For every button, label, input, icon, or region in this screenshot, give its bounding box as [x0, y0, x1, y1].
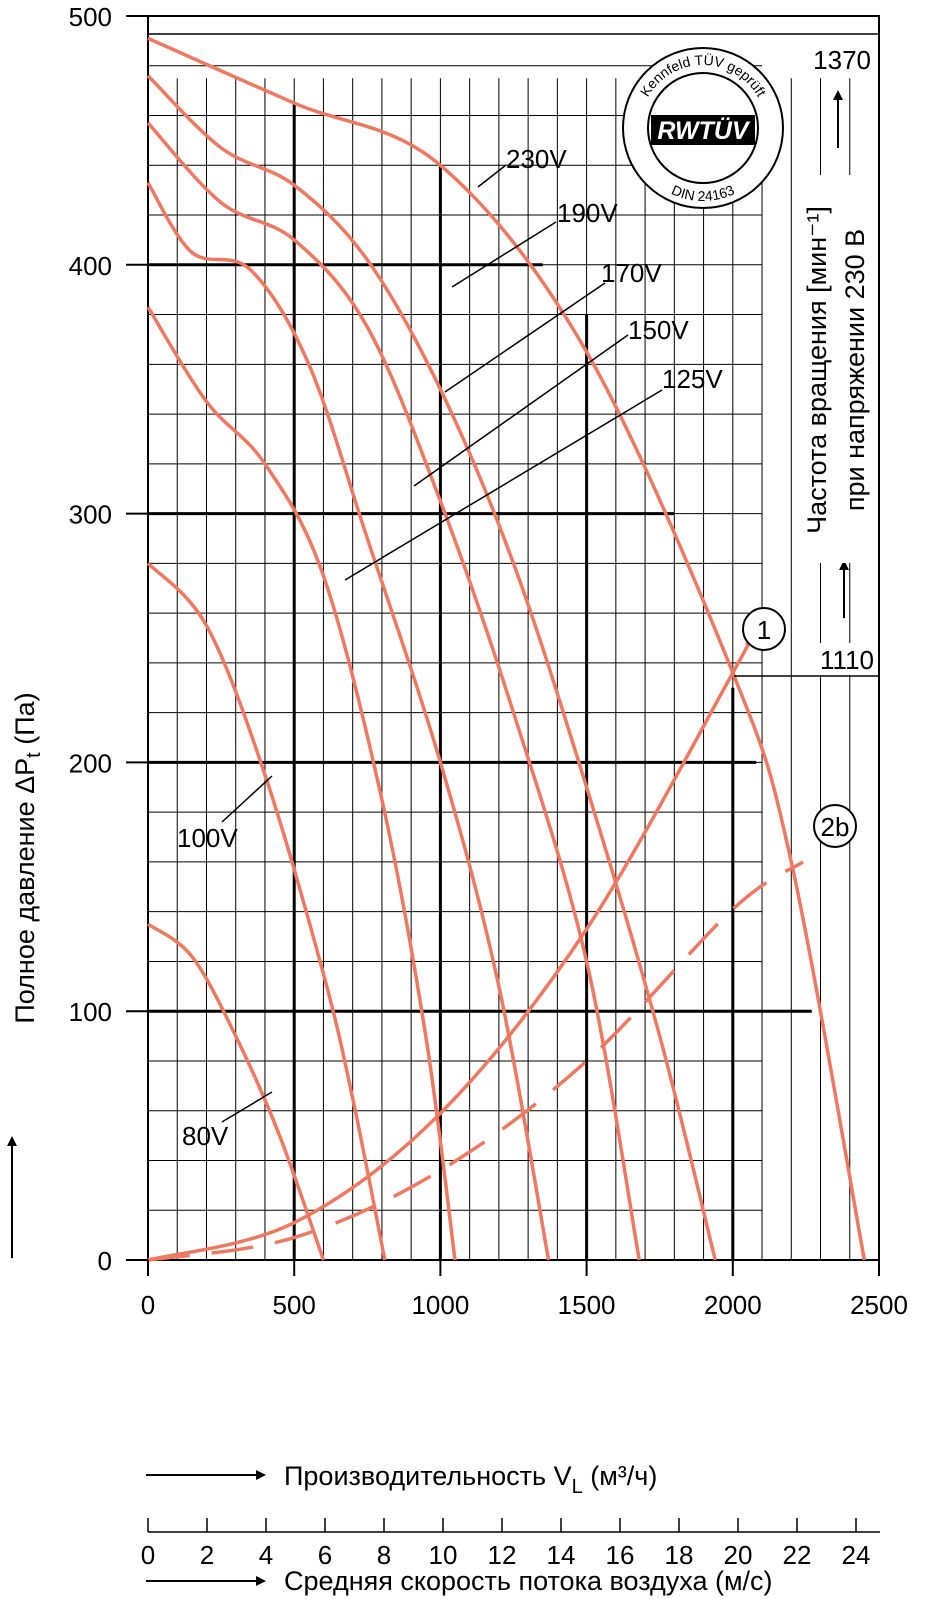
- stamp-center-text: RWTÜV: [657, 116, 751, 145]
- curve-125V: [146, 306, 457, 1261]
- label-100V: 100V: [177, 823, 238, 853]
- stamp-center-box: [651, 115, 755, 145]
- leader-190V: [451, 221, 557, 288]
- x-axis-title: Производительность VL (м³/ч): [146, 1461, 657, 1498]
- label-125V: 125V: [662, 364, 723, 394]
- x-tick-label: 0: [141, 1290, 155, 1320]
- y-tick-label: 300: [69, 500, 112, 530]
- velocity-tick-label: 16: [606, 1540, 635, 1570]
- label-190V: 190V: [557, 198, 618, 228]
- system-curve-1-label: 1: [757, 615, 771, 645]
- leader-125V: [344, 389, 663, 581]
- curves-layer: [146, 36, 867, 1262]
- leader-150V: [413, 334, 629, 487]
- leader-230V: [477, 164, 507, 188]
- rpm-axis-title-line1: Частота вращения [мин⁻¹]: [802, 206, 832, 534]
- rpm-axis-title-line2: при напряжении 230 В: [840, 229, 870, 511]
- major-grid: [148, 103, 812, 1260]
- curve-150V: [146, 181, 551, 1261]
- label-80V: 80V: [182, 1121, 229, 1151]
- velocity-ticks: 0 2 4 6 8 10 12 14 16 18 20 22 24: [141, 1518, 871, 1570]
- x-tick-label: 2500: [850, 1290, 908, 1320]
- leader-170V: [444, 282, 606, 393]
- velocity-tick-label: 2: [200, 1540, 214, 1570]
- rpm-1110-backdrop: [808, 643, 876, 675]
- system-curve-2b-marker: [813, 804, 857, 848]
- velocity-tick-label: 8: [377, 1540, 391, 1570]
- curve-100V: [146, 562, 387, 1261]
- x-tick-label: 2000: [704, 1290, 762, 1320]
- x-ticks: 0 500 1000 1500 2000 2500: [141, 1260, 908, 1320]
- leader-100V: [221, 775, 273, 823]
- y-tick-label: 0: [98, 1246, 112, 1276]
- velocity-tick-label: 12: [488, 1540, 517, 1570]
- y-tick-label: 400: [69, 251, 112, 281]
- rpm-value-1110: 1110: [820, 645, 874, 675]
- velocity-tick-label: 6: [318, 1540, 332, 1570]
- velocity-tick-label: 14: [547, 1540, 576, 1570]
- leader-80V: [221, 1091, 273, 1123]
- velocity-axis: 0 2 4 6 8 10 12 14 16 18 20 22 24 Средняя скорость п…: [141, 1518, 880, 1596]
- velocity-tick-label: 4: [259, 1540, 273, 1570]
- velocity-axis-label: Средняя скорость потока воздуха (м/с): [284, 1566, 773, 1596]
- system-curve-2b-label: 2b: [821, 812, 850, 842]
- velocity-tick-label: 18: [665, 1540, 694, 1570]
- tuv-stamp: Kennfeld TÜV geprüft DIN 24163 RWTÜV: [622, 47, 784, 209]
- stamp-bottom-text: DIN 24163: [669, 182, 736, 205]
- velocity-tick-label: 10: [429, 1540, 458, 1570]
- curve-2b: [147, 860, 804, 1262]
- rpm-value-1370: 1370: [813, 45, 871, 75]
- velocity-tick-label: 22: [783, 1540, 812, 1570]
- curve-230V: [147, 36, 867, 1261]
- label-170V: 170V: [601, 258, 662, 288]
- y-tick-label: 100: [69, 997, 112, 1027]
- x-tick-label: 500: [273, 1290, 316, 1320]
- curve-80V: [146, 922, 326, 1261]
- y-tick-label: 500: [69, 2, 112, 32]
- y-axis-title: Полное давление ΔPt (Па): [6, 692, 45, 1258]
- y-tick-label: 200: [69, 748, 112, 778]
- rpm-title-backdrop: [794, 175, 876, 563]
- curve-170V: [146, 121, 641, 1261]
- curve-190V: [146, 74, 717, 1261]
- velocity-tick-label: 24: [842, 1540, 871, 1570]
- x-axis-label: Производительность VL (м³/ч): [284, 1461, 657, 1498]
- rpm-axis: 1370 1110 Частота вращения [мин⁻¹] при н…: [148, 33, 878, 677]
- x-tick-label: 1000: [411, 1290, 469, 1320]
- velocity-tick-label: 0: [141, 1540, 155, 1570]
- system-curve-1-marker: [742, 607, 786, 651]
- label-150V: 150V: [628, 315, 689, 345]
- y-axis-label: Полное давление ΔPt (Па): [10, 692, 45, 1023]
- label-230V: 230V: [506, 144, 567, 174]
- rpm-1370-backdrop: [798, 42, 872, 74]
- y-ticks: 0 100 200 300 400 500: [69, 2, 148, 1276]
- velocity-tick-label: 20: [724, 1540, 753, 1570]
- x-tick-label: 1500: [558, 1290, 616, 1320]
- plot-frame: [147, 15, 880, 1261]
- curve-labels: 230V 190V 170V 150V 125V 100V 80V: [177, 144, 723, 1151]
- curve-1: [147, 640, 751, 1262]
